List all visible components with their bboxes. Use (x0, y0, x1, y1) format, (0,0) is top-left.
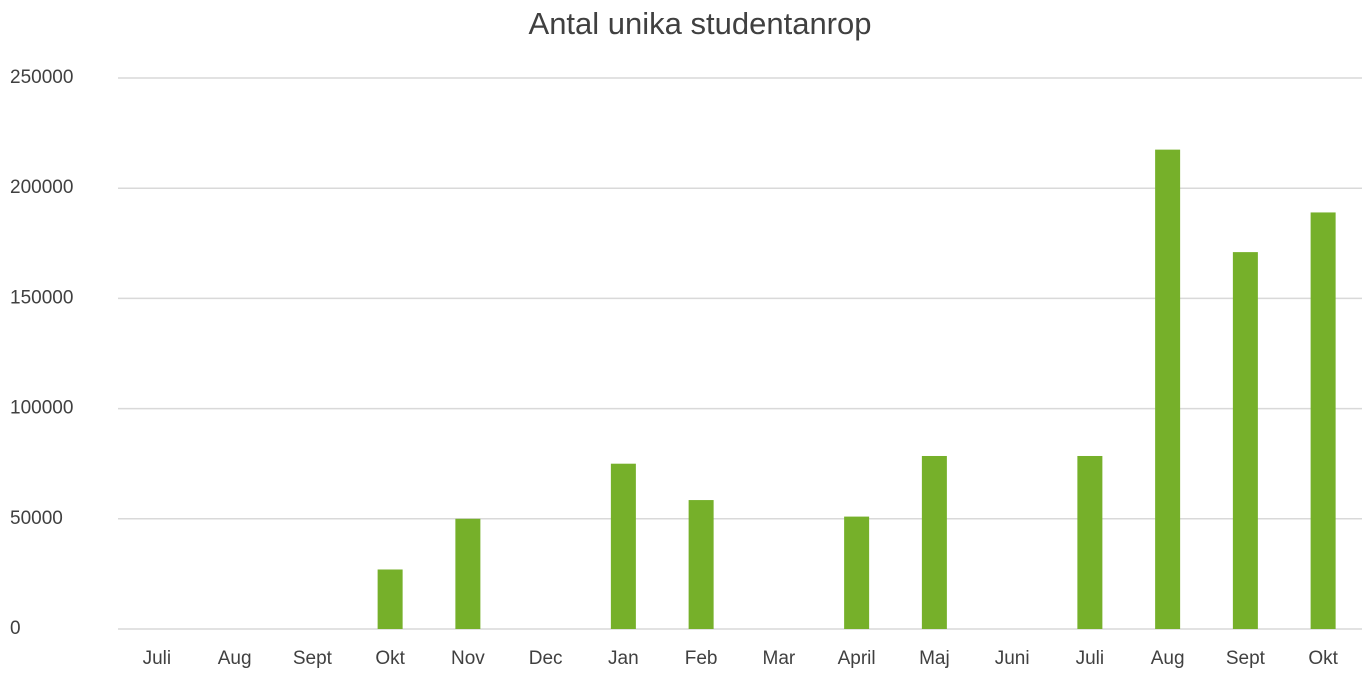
x-tick-label: Mar (763, 648, 796, 669)
x-tick-label: Feb (685, 648, 718, 669)
x-tick-label: Maj (919, 648, 950, 669)
x-tick-label: Sept (1226, 648, 1266, 669)
y-tick-label: 0 (10, 618, 21, 639)
bar (610, 463, 636, 629)
y-tick-label: 100000 (10, 398, 73, 419)
bar (1077, 455, 1103, 629)
x-tick-label: Aug (218, 648, 252, 669)
y-tick-label: 250000 (10, 67, 73, 88)
x-tick-label: Juni (995, 648, 1030, 669)
y-tick-label: 50000 (10, 508, 63, 529)
y-tick-label: 150000 (10, 287, 73, 308)
bar (377, 569, 403, 629)
bar (688, 500, 714, 629)
y-tick-label: 200000 (10, 177, 73, 198)
bar (844, 516, 870, 629)
x-tick-label: April (838, 648, 876, 669)
bar (1310, 212, 1336, 629)
chart-title: Antal unika studentanrop (529, 6, 872, 41)
x-tick-label: Okt (1308, 648, 1338, 669)
bar (921, 455, 947, 629)
x-tick-label: Okt (375, 648, 405, 669)
x-tick-label: Jan (608, 648, 639, 669)
x-tick-label: Juli (143, 648, 172, 669)
x-tick-label: Nov (451, 648, 485, 669)
bar (1232, 252, 1258, 629)
x-tick-label: Juli (1076, 648, 1105, 669)
x-tick-label: Sept (293, 648, 333, 669)
x-tick-label: Aug (1151, 648, 1185, 669)
x-tick-label: Dec (529, 648, 563, 669)
bar (455, 518, 481, 629)
bar (1155, 149, 1181, 629)
